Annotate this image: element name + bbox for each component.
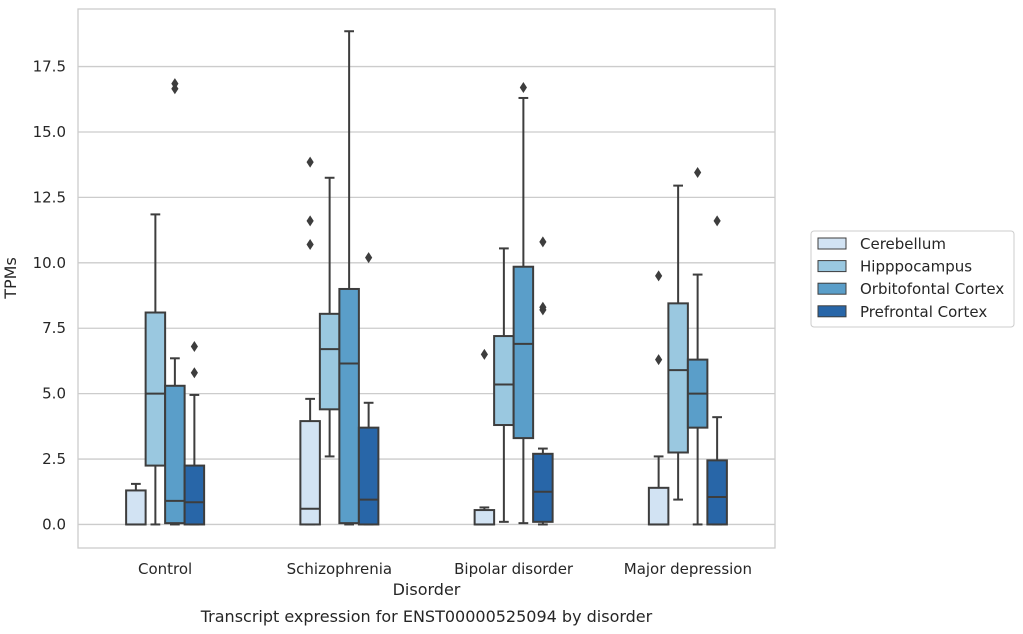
legend-swatch xyxy=(817,282,847,295)
series-group xyxy=(183,215,728,526)
box xyxy=(318,312,341,411)
box xyxy=(493,335,515,427)
outlier-marker xyxy=(171,78,179,90)
box xyxy=(299,420,321,526)
box xyxy=(338,287,360,525)
y-tick-label: 10.0 xyxy=(33,254,66,272)
box xyxy=(125,489,147,526)
y-tick-label: 5.0 xyxy=(42,385,66,403)
x-tick-label: Bipolar disorder xyxy=(454,560,574,578)
y-tick-label: 2.5 xyxy=(42,450,66,468)
legend-frame xyxy=(810,230,1015,328)
x-tick-label: Major depression xyxy=(624,560,752,578)
box xyxy=(183,464,206,526)
box xyxy=(512,265,535,440)
series-group xyxy=(144,176,689,526)
outlier-marker xyxy=(539,236,547,248)
legend-label: Cerebellum xyxy=(860,235,946,253)
outlier-marker xyxy=(713,215,721,227)
legend-label: Prefrontal Cortex xyxy=(860,303,987,321)
box xyxy=(144,311,167,467)
box xyxy=(164,384,186,525)
y-tick-label: 0.0 xyxy=(42,515,66,533)
legend-label: Hipppocampus xyxy=(860,258,972,276)
outlier-marker xyxy=(306,215,314,227)
series-group xyxy=(164,30,709,526)
y-tick-label: 17.5 xyxy=(33,58,66,76)
x-tick-label: Schizophrenia xyxy=(287,560,392,578)
y-axis-label: TPMs xyxy=(1,257,20,300)
outlier-marker xyxy=(365,252,373,264)
x-tick-labels: Control Schizophrenia Bipolar disorder Majo… xyxy=(138,560,752,578)
outlier-marker xyxy=(306,156,314,168)
outlier-marker xyxy=(306,238,314,250)
outlier-marker xyxy=(190,367,198,379)
box xyxy=(706,459,728,526)
legend-swatch xyxy=(817,305,847,318)
plot-area-frame xyxy=(77,8,776,549)
y-tick-label: 15.0 xyxy=(33,123,66,141)
outlier-marker xyxy=(694,167,702,179)
legend-swatch xyxy=(817,237,847,250)
box xyxy=(357,426,380,526)
outlier-marker xyxy=(539,301,547,313)
legend: Cerebellum Hipppocampus Orbitofontal Corte… xyxy=(810,230,1015,328)
box xyxy=(473,509,496,526)
x-tick-label: Control xyxy=(138,560,192,578)
outlier-marker xyxy=(655,270,663,282)
x-axis-label: Disorder xyxy=(393,580,461,599)
chart-caption: Transcript expression for ENST0000052509… xyxy=(200,607,653,626)
y-tick-labels: 0.0 2.5 5.0 7.5 10.0 12.5 15.0 17.5 xyxy=(33,58,66,534)
outlier-marker xyxy=(480,348,488,360)
legend-swatch xyxy=(817,260,847,273)
outlier-marker xyxy=(190,341,198,353)
legend-label: Orbitofontal Cortex xyxy=(860,280,1004,298)
y-tick-label: 12.5 xyxy=(33,188,66,206)
box-series xyxy=(125,30,728,526)
y-tick-label: 7.5 xyxy=(42,319,66,337)
outlier-marker xyxy=(519,81,527,93)
box xyxy=(647,486,670,526)
outlier-marker xyxy=(655,354,663,366)
box xyxy=(667,302,689,454)
box xyxy=(532,452,554,523)
series-group xyxy=(125,156,670,526)
